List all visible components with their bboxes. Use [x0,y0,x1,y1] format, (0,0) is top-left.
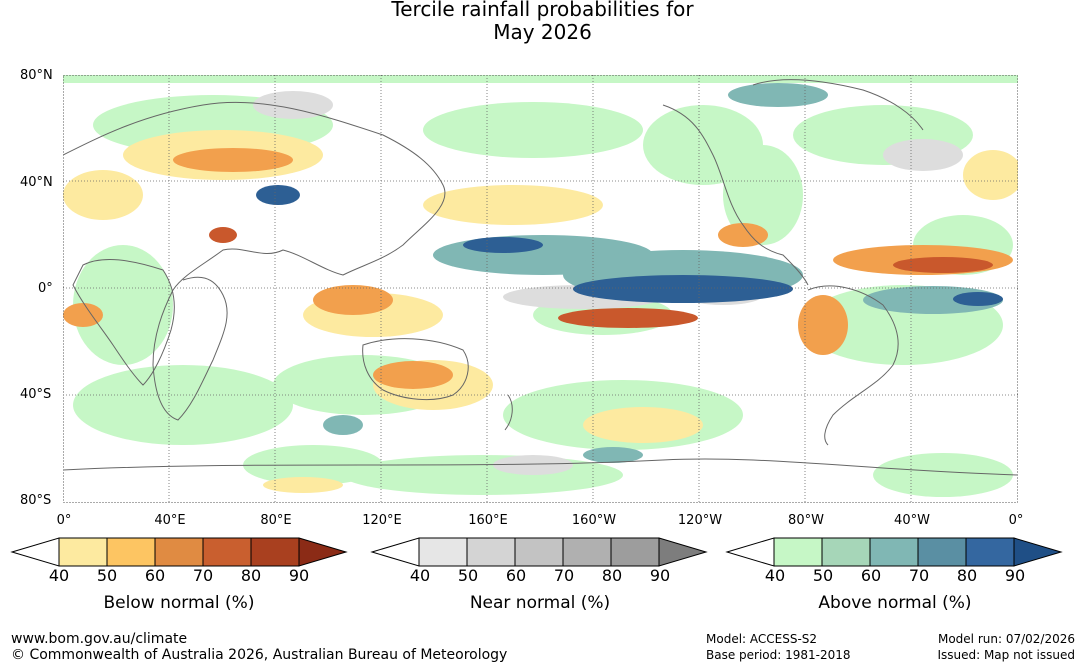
colorbar-arrow-low [725,537,775,567]
colorbar-segment [418,537,468,567]
copyright-text: © Commonwealth of Australia 2026, Austra… [11,647,508,663]
colorbar-segment [869,537,919,567]
legend-near-normal [370,537,708,567]
tick-below-40: 40 [48,566,70,585]
lon-label-160w: 160°W [571,513,617,528]
tick-below-50: 50 [96,566,118,585]
colorbar-near-normal [370,537,708,567]
tick-above-60: 60 [860,566,882,585]
colorbar-segment [106,537,156,567]
tick-above-50: 50 [812,566,834,585]
colorbar-arrow-high [658,537,708,567]
tick-below-80: 80 [240,566,262,585]
colorbar-segment [821,537,871,567]
probability-shading [63,75,1018,497]
colorbar-arrow-low [370,537,420,567]
tick-below-70: 70 [192,566,214,585]
colorbar-arrow-high [1013,537,1063,567]
tick-below-90: 90 [288,566,310,585]
rainfall-probability-map [63,75,1018,503]
tick-above-70: 70 [908,566,930,585]
map-title-line1: Tercile rainfall probabilities for [391,0,694,21]
colorbar-segment [202,537,252,567]
colorbar-segment [250,537,300,567]
lon-label-120w: 120°W [677,513,723,528]
colorbar-segment [154,537,204,567]
tick-near-60: 60 [505,566,527,585]
colorbar-above-normal [725,537,1063,567]
tick-above-80: 80 [956,566,978,585]
tick-below-60: 60 [144,566,166,585]
colorbar-segment [466,537,516,567]
colorbar-segment [773,537,823,567]
lon-label-160e: 160°E [468,513,508,528]
lat-label-40n: 40°N [20,175,53,190]
model-name: Model: ACCESS-S2 [706,632,818,646]
tick-above-40: 40 [764,566,786,585]
lon-label-0-east: 0° [1008,513,1024,528]
lon-label-0-west: 0° [56,513,72,528]
tick-near-50: 50 [457,566,479,585]
tick-near-70: 70 [553,566,575,585]
colorbar-segment [58,537,108,567]
colorbar-arrow-high [298,537,348,567]
legend-below-normal [10,537,348,567]
map-title-line2: May 2026 [493,20,592,44]
tick-near-80: 80 [601,566,623,585]
tick-near-90: 90 [649,566,671,585]
legend-title-above-normal: Above normal (%) [818,593,972,613]
issued-status: Issued: Map not issued [937,648,1075,662]
legend-title-below-normal: Below normal (%) [103,593,255,613]
colorbar-segment [917,537,967,567]
colorbar-segment [562,537,612,567]
lat-label-80n: 80°N [20,68,53,83]
graticule [63,75,1018,503]
lon-label-80e: 80°E [260,513,292,528]
colorbar-below-normal [10,537,348,567]
tick-above-90: 90 [1004,566,1026,585]
colorbar-segment [965,537,1015,567]
colorbar-segment [514,537,564,567]
website-link[interactable]: www.bom.gov.au/climate [11,631,188,647]
base-period: Base period: 1981-2018 [706,648,851,662]
legend-title-near-normal: Near normal (%) [469,593,611,613]
lon-label-120e: 120°E [362,513,402,528]
lat-label-40s: 40°S [20,387,52,402]
lat-label-80s: 80°S [20,493,52,508]
lon-label-40e: 40°E [154,513,186,528]
lat-label-equator: 0° [38,281,53,296]
lon-label-80w: 80°W [788,513,824,528]
colorbar-segment [610,537,660,567]
lon-label-40w: 40°W [894,513,930,528]
legend-above-normal [725,537,1063,567]
colorbar-arrow-low [10,537,60,567]
model-run-date: Model run: 07/02/2026 [937,632,1075,646]
tick-near-40: 40 [409,566,431,585]
